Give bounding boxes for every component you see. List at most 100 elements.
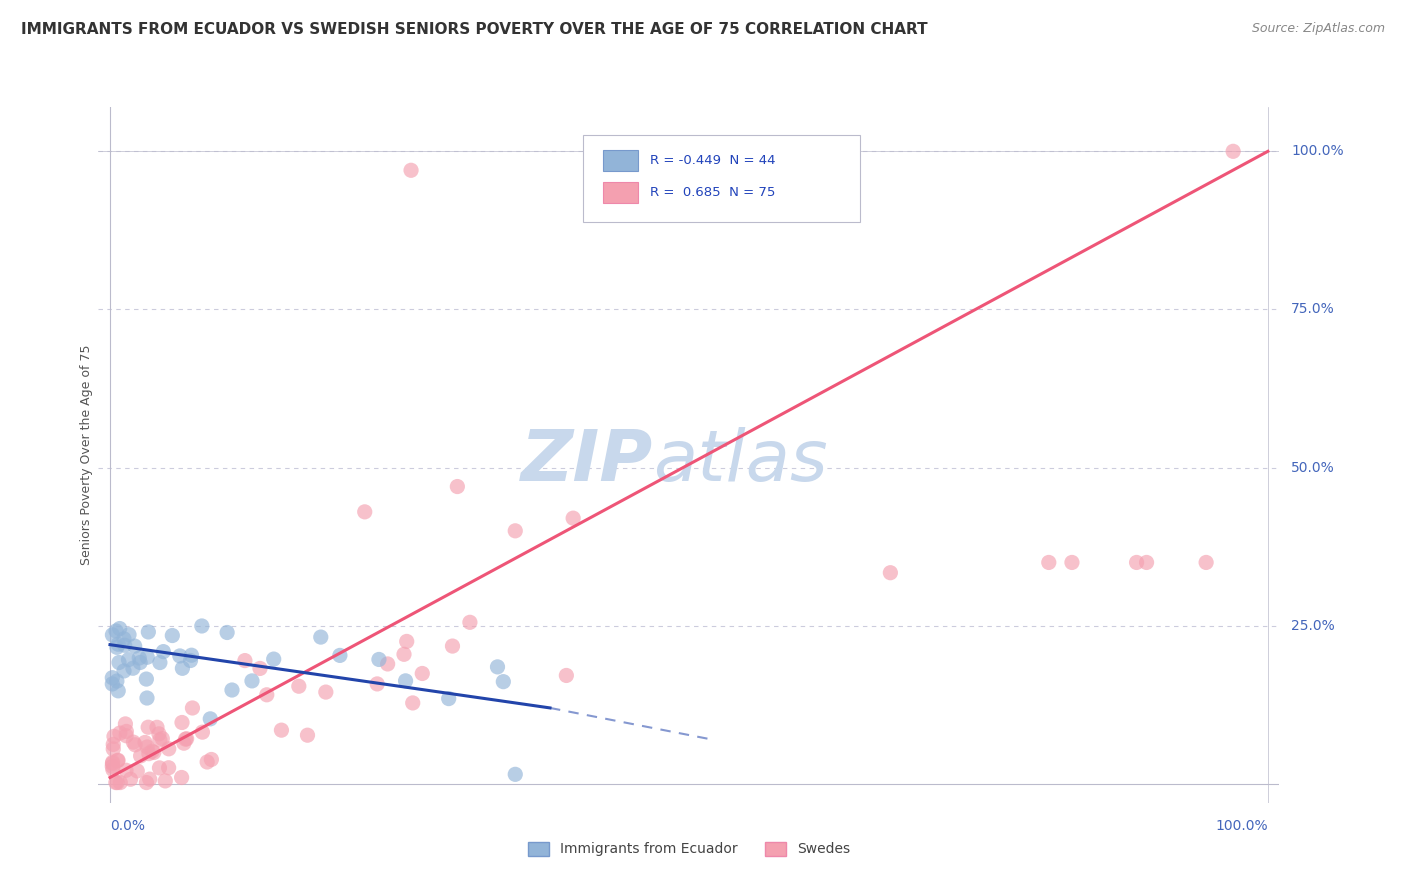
Point: [107, 754, 129, 768]
Point: [120, 772, 142, 787]
Point: [315, 685, 337, 699]
Point: [329, 648, 352, 663]
Point: [172, 661, 194, 675]
Point: [200, 752, 222, 766]
Point: [1060, 556, 1083, 570]
Point: [105, 640, 128, 655]
Point: [411, 666, 433, 681]
Point: [136, 691, 159, 706]
Point: [101, 755, 124, 769]
Point: [105, 624, 128, 638]
Text: 25.0%: 25.0%: [1291, 619, 1334, 632]
Point: [103, 730, 125, 744]
Point: [441, 639, 464, 653]
Point: [107, 753, 129, 767]
Point: [101, 756, 124, 771]
Point: [138, 624, 160, 639]
Point: [105, 674, 128, 689]
Text: 100.0%: 100.0%: [1291, 145, 1344, 158]
Point: [149, 733, 172, 747]
Text: R =  0.685  N = 75: R = 0.685 N = 75: [650, 186, 775, 199]
Point: [392, 648, 415, 662]
Point: [138, 747, 160, 761]
Point: [366, 677, 388, 691]
Point: [249, 661, 271, 675]
Point: [149, 656, 172, 670]
Point: [1195, 556, 1218, 570]
Point: [138, 772, 160, 786]
Point: [129, 656, 152, 670]
Point: [122, 735, 145, 749]
Point: [399, 163, 422, 178]
Point: [1222, 145, 1244, 159]
Point: [148, 727, 170, 741]
Point: [135, 775, 157, 789]
Point: [129, 748, 152, 763]
Text: R = -0.449  N = 44: R = -0.449 N = 44: [650, 154, 776, 167]
Point: [562, 511, 585, 525]
Point: [191, 619, 214, 633]
Point: [169, 648, 191, 663]
Point: [114, 717, 136, 731]
Point: [181, 701, 204, 715]
Text: 75.0%: 75.0%: [1291, 302, 1334, 317]
Point: [503, 524, 526, 538]
Point: [115, 764, 138, 778]
Point: [180, 648, 202, 663]
Point: [128, 651, 150, 665]
Point: [104, 775, 127, 789]
Point: [115, 729, 138, 743]
Point: [309, 630, 332, 644]
Point: [127, 764, 149, 778]
Text: atlas: atlas: [654, 427, 828, 496]
Point: [112, 664, 135, 678]
Point: [117, 653, 139, 667]
Point: [108, 656, 131, 670]
Point: [173, 736, 195, 750]
Point: [195, 755, 218, 769]
Point: [200, 712, 222, 726]
Point: [377, 657, 399, 671]
Point: [162, 628, 184, 642]
Point: [136, 739, 159, 754]
Point: [221, 683, 243, 698]
Point: [288, 679, 311, 693]
Point: [170, 771, 193, 785]
Point: [150, 731, 173, 746]
FancyBboxPatch shape: [603, 150, 638, 171]
Point: [142, 746, 165, 760]
Point: [503, 767, 526, 781]
Point: [124, 738, 146, 752]
Point: [157, 741, 180, 756]
Point: [174, 732, 197, 747]
FancyBboxPatch shape: [582, 135, 860, 222]
Point: [263, 652, 285, 666]
Point: [256, 688, 278, 702]
Point: [136, 720, 159, 734]
Text: 50.0%: 50.0%: [1291, 460, 1334, 475]
Point: [103, 742, 125, 756]
Point: [136, 650, 159, 665]
Point: [103, 738, 125, 752]
Text: 0.0%: 0.0%: [110, 819, 145, 832]
Point: [395, 634, 418, 648]
Point: [101, 671, 124, 685]
Point: [240, 673, 263, 688]
Point: [107, 683, 129, 698]
Y-axis label: Seniors Poverty Over the Age of 75: Seniors Poverty Over the Age of 75: [80, 344, 93, 566]
Text: 100.0%: 100.0%: [1215, 819, 1268, 832]
Text: ZIP: ZIP: [522, 427, 654, 496]
Point: [115, 724, 138, 739]
Point: [101, 628, 124, 642]
Point: [135, 672, 157, 686]
Point: [101, 763, 124, 777]
Point: [446, 479, 468, 493]
Point: [148, 761, 170, 775]
Point: [107, 637, 129, 651]
Point: [437, 691, 460, 706]
Point: [157, 761, 180, 775]
Point: [179, 653, 201, 667]
Point: [402, 696, 425, 710]
FancyBboxPatch shape: [603, 182, 638, 203]
Point: [353, 505, 375, 519]
